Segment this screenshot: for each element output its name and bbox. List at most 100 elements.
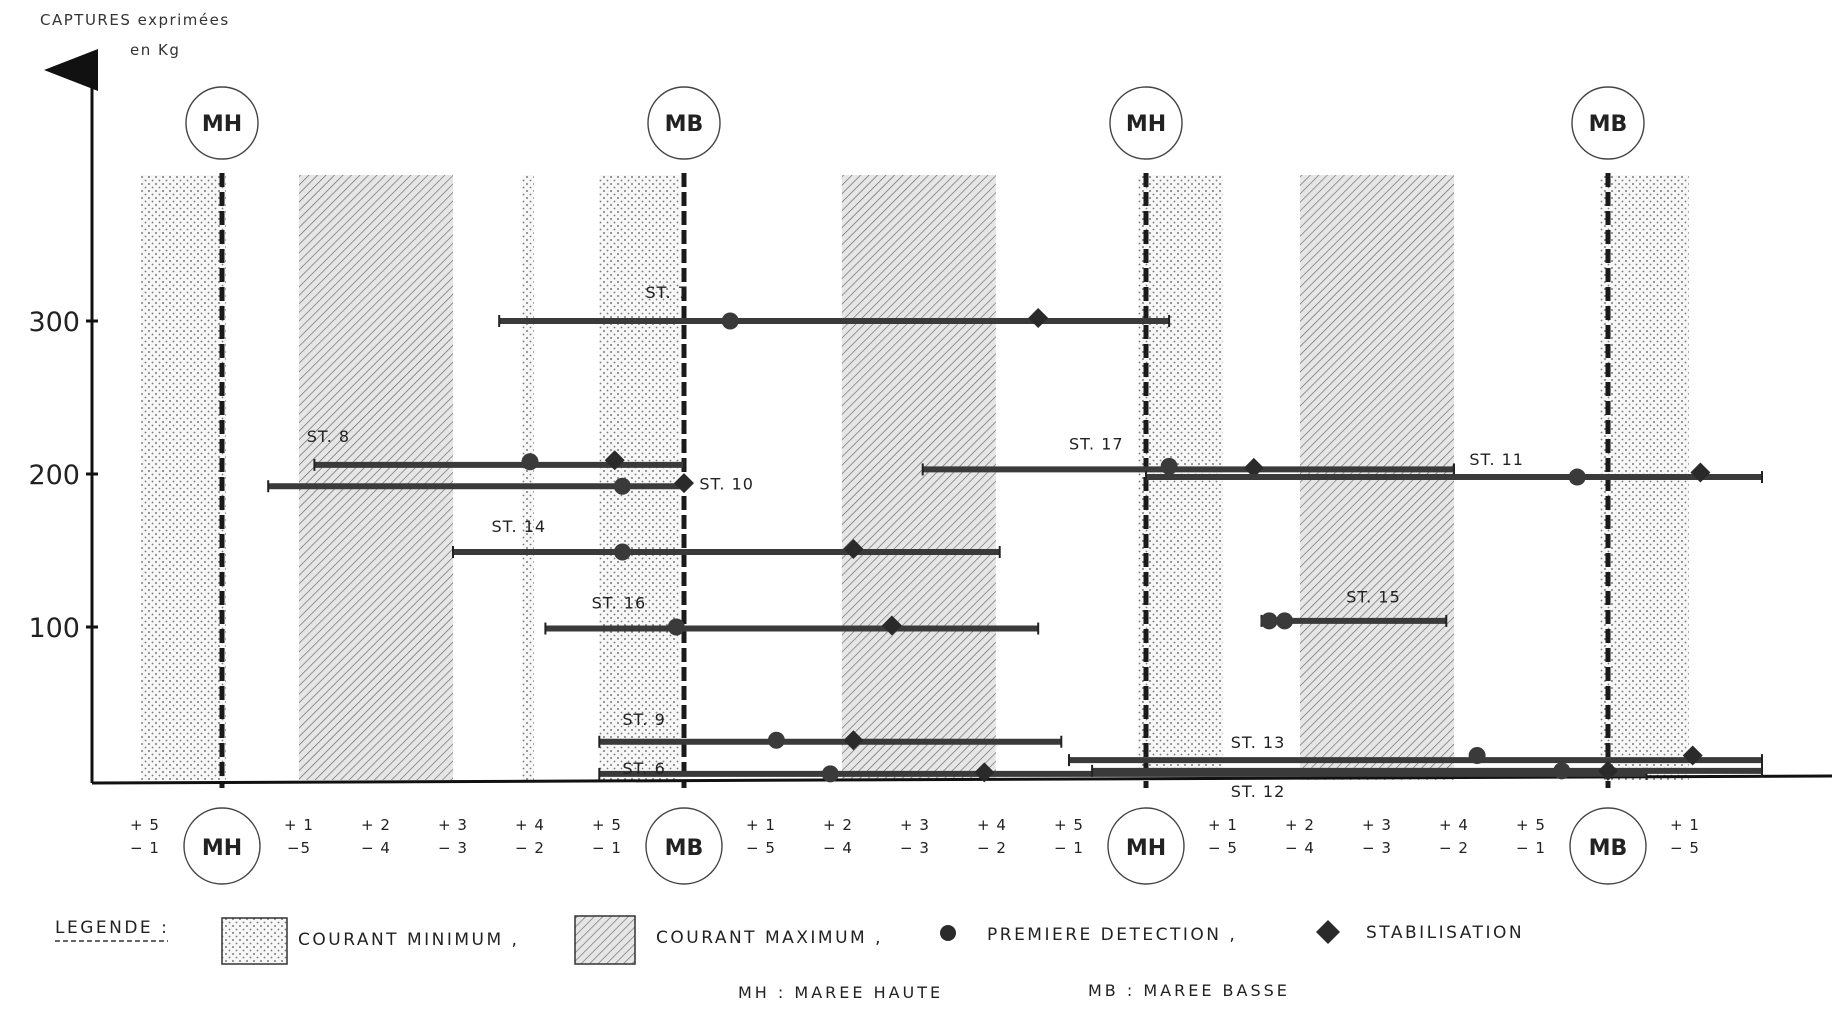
first-detection-point — [613, 543, 631, 561]
stabilisation-point — [604, 450, 625, 471]
tide-label-top: MB — [1589, 112, 1628, 137]
stabilisation-point — [1690, 462, 1711, 483]
footer-mh: MH : MAREE HAUTE — [738, 983, 943, 1002]
x-tick-top: + 4 — [515, 816, 545, 834]
series-label: ST. 9 — [622, 710, 665, 729]
tide-label-bottom: MB — [665, 836, 704, 861]
tide-circle-top — [647, 86, 721, 160]
x-tick-bottom: − 1 — [592, 839, 622, 857]
first-detection-point — [1260, 612, 1278, 630]
first-detection-point — [821, 765, 839, 783]
stabilisation-point — [843, 538, 864, 559]
first-detection-point — [1553, 762, 1571, 780]
current-min-band — [599, 175, 681, 780]
x-tick-bottom: − 4 — [1285, 839, 1315, 857]
stabilisation-point — [843, 730, 864, 751]
series-label: ST. 13 — [1231, 733, 1286, 752]
first-detection-point — [521, 453, 539, 471]
legend-stabilisation-icon — [1316, 920, 1340, 944]
x-tick-top: + 2 — [1285, 816, 1315, 834]
x-tick-top: + 1 — [1670, 816, 1700, 834]
tide-label-top: MB — [665, 112, 704, 137]
x-tick-top: + 3 — [438, 816, 468, 834]
series-label: ST. 16 — [592, 594, 647, 613]
current-min-band — [522, 175, 534, 780]
x-tick-top: + 4 — [1439, 816, 1469, 834]
x-tick-top: + 5 — [1516, 816, 1546, 834]
series-label: ST. 7 — [646, 283, 689, 302]
x-tick-top: + 5 — [130, 816, 160, 834]
current-max-band — [299, 175, 453, 780]
series-label: ST. 15 — [1346, 588, 1401, 607]
first-detection-point — [767, 731, 785, 749]
x-tick-bottom: − 1 — [1054, 839, 1084, 857]
x-tick-top: + 5 — [592, 816, 622, 834]
x-tick-bottom: − 2 — [515, 839, 545, 857]
legend-title: LEGENDE : — [55, 918, 169, 938]
x-tick-top: + 3 — [1362, 816, 1392, 834]
x-tick-bottom: − 4 — [361, 839, 391, 857]
stabilisation-point — [974, 762, 995, 783]
x-tick-bottom: − 3 — [1362, 839, 1392, 857]
first-detection-point — [1468, 747, 1486, 765]
series-label: ST. 11 — [1469, 450, 1524, 469]
y-tick-label: 100 — [28, 613, 80, 644]
stabilisation-point — [1028, 307, 1049, 328]
first-detection-point — [1160, 457, 1178, 475]
y-tick-label: 200 — [28, 460, 80, 491]
x-tick-bottom: − 2 — [977, 839, 1007, 857]
current-min-band — [141, 175, 226, 780]
current-max-band — [841, 175, 996, 780]
legend-label-first-detection: PREMIERE DETECTION , — [987, 925, 1237, 945]
series-label: ST. 14 — [492, 517, 547, 536]
x-axis — [91, 774, 1833, 785]
y-axis-title: CAPTURES exprimées — [40, 11, 230, 29]
first-detection-point — [721, 312, 739, 330]
x-tick-top: + 1 — [746, 816, 776, 834]
first-detection-point — [667, 618, 685, 636]
x-tick-bottom: − 1 — [130, 839, 160, 857]
series-label: ST. 8 — [307, 427, 350, 446]
stabilisation-point — [674, 473, 694, 494]
legend-label-stabilisation: STABILISATION — [1366, 923, 1524, 943]
x-tick-bottom: − 5 — [746, 839, 776, 857]
tide-circle-bottom — [183, 807, 261, 885]
legend-swatch-max — [574, 915, 636, 965]
x-tick-bottom: − 3 — [438, 839, 468, 857]
x-tick-top: + 1 — [284, 816, 314, 834]
first-detection-point — [1276, 612, 1294, 630]
tide-circle-bottom — [645, 807, 723, 885]
footer-mb: MB : MAREE BASSE — [1088, 981, 1290, 1000]
x-tick-top: + 5 — [1054, 816, 1084, 834]
series-label: ST. 12 — [1231, 782, 1286, 801]
legend-first-detection-icon — [940, 925, 956, 941]
tide-label-top: MH — [202, 112, 242, 137]
x-tick-top: + 3 — [900, 816, 930, 834]
stabilisation-point — [1598, 760, 1618, 781]
tide-circle-bottom — [1569, 807, 1647, 885]
x-tick-bottom: − 1 — [1516, 839, 1546, 857]
x-tick-top: + 1 — [1208, 816, 1238, 834]
series-label: ST. 6 — [622, 759, 665, 778]
x-tick-bottom: − 3 — [900, 839, 930, 857]
series-label: ST. 17 — [1069, 435, 1124, 454]
x-tick-bottom: − 4 — [823, 839, 853, 857]
stabilisation-point — [881, 615, 902, 636]
x-tick-bottom: −5 — [287, 839, 311, 857]
tide-label-bottom: MH — [202, 836, 242, 861]
x-tick-bottom: − 2 — [1439, 839, 1469, 857]
y-axis-unit: en Kg — [130, 41, 180, 59]
x-tick-bottom: − 5 — [1208, 839, 1238, 857]
x-tick-top: + 2 — [361, 816, 391, 834]
tide-label-bottom: MB — [1589, 836, 1628, 861]
stabilisation-point — [1682, 745, 1703, 766]
legend-label-min: COURANT MINIMUM , — [298, 930, 519, 950]
x-tick-top: + 4 — [977, 816, 1007, 834]
series-label: ST. 10 — [699, 474, 754, 493]
stabilisation-point — [1243, 457, 1264, 478]
tide-circle-bottom — [1107, 807, 1185, 885]
legend-swatch-min — [221, 917, 288, 965]
first-detection-point — [1568, 468, 1586, 486]
